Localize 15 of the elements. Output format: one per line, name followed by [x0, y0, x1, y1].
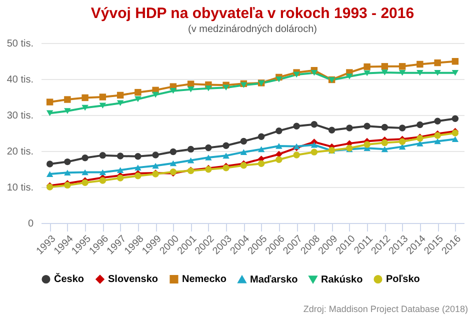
- y-tick-label: 30 tis.: [6, 110, 34, 122]
- y-tick-label: 40 tis.: [6, 74, 34, 86]
- legend-label: Poľsko: [386, 274, 420, 286]
- y-tick-label: 10 tis.: [6, 182, 34, 194]
- legend-label: Rakúsko: [321, 274, 363, 286]
- legend-label: Česko: [54, 273, 84, 286]
- y-tick-label: 0: [28, 218, 34, 230]
- chart-title: Vývoj HDP na obyvateľa v rokoch 1993 - 2016: [90, 5, 414, 22]
- y-tick-label: 50 tis.: [6, 38, 34, 50]
- y-tick-label: 20 tis.: [6, 146, 34, 158]
- chart-subtitle: (v medzinárodných dolároch): [188, 24, 317, 35]
- legend-label: Maďarsko: [250, 274, 298, 286]
- text: Zdroj: Maddison Project Database (2018): [303, 304, 468, 314]
- legend-label: Nemecko: [182, 274, 226, 286]
- legend-label: Slovensko: [108, 274, 158, 286]
